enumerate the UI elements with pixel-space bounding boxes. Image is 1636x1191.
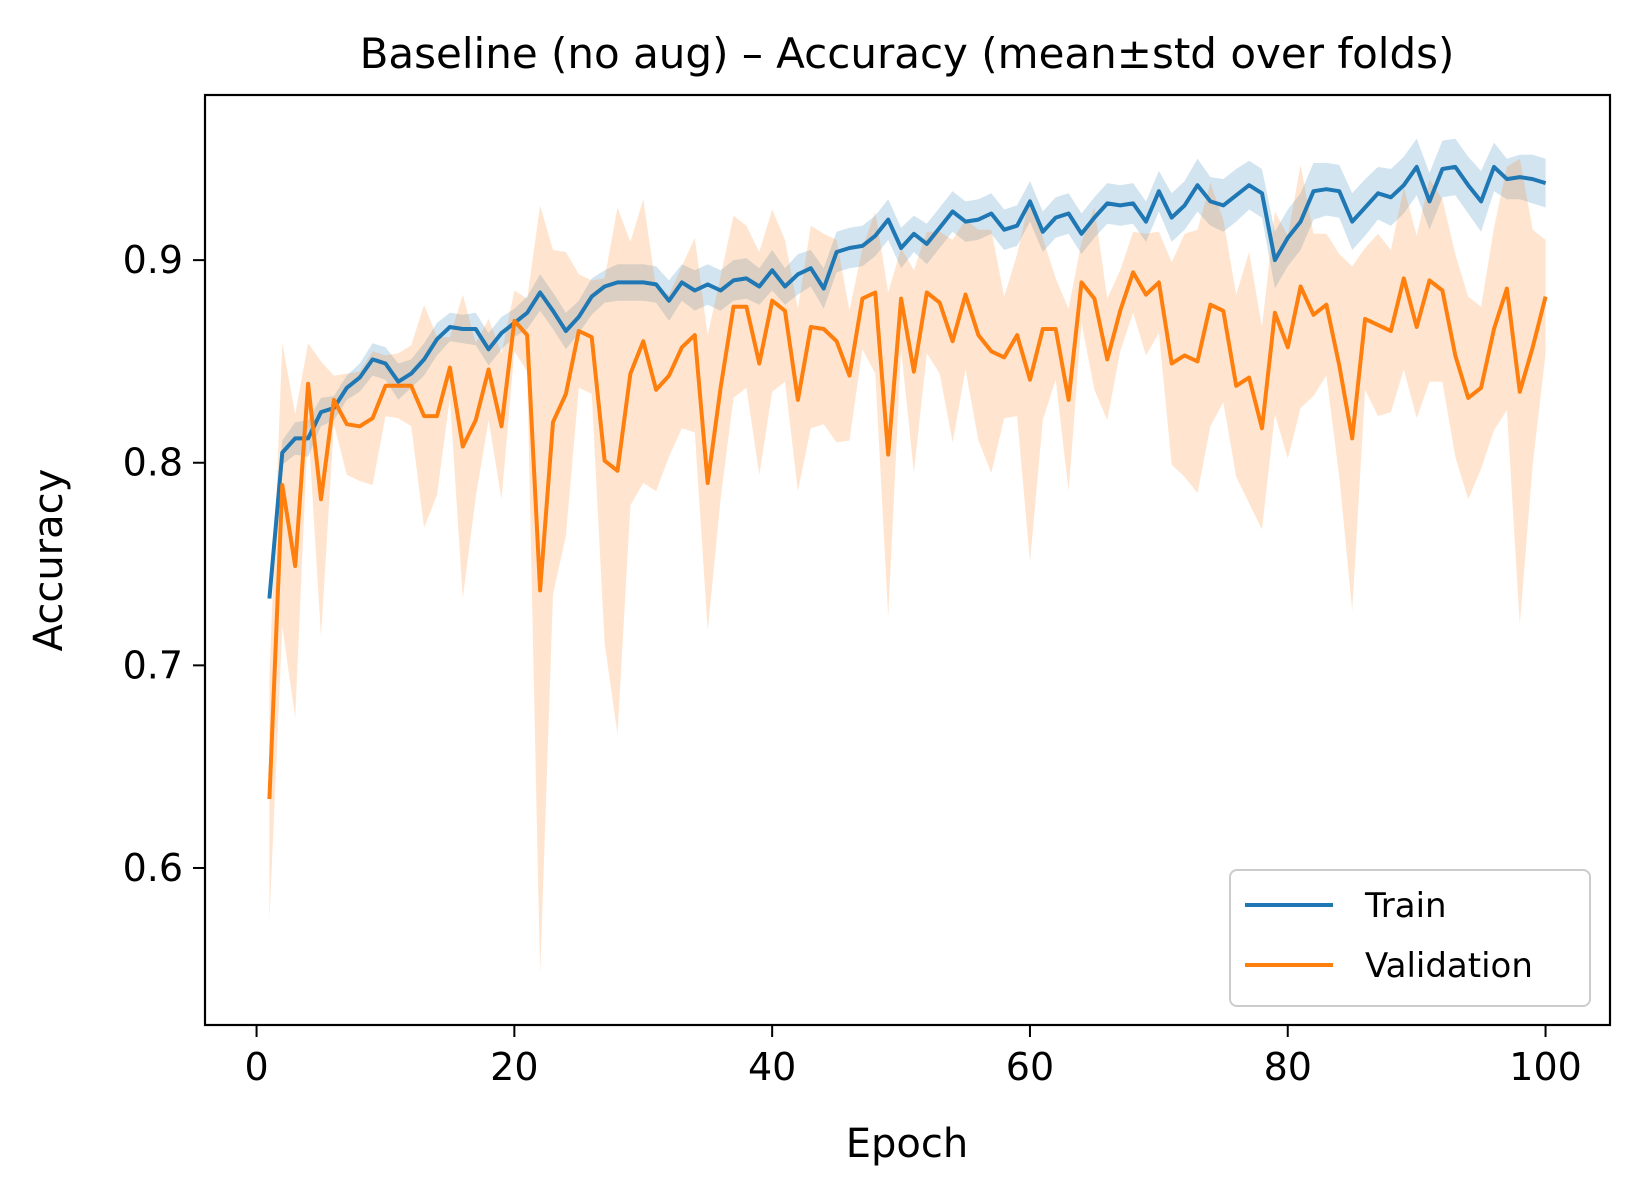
x-tick-label: 20 <box>490 1045 538 1089</box>
x-tick-label: 80 <box>1264 1045 1312 1089</box>
x-tick-label: 60 <box>1006 1045 1054 1089</box>
legend-label-train: Train <box>1364 886 1447 926</box>
plot-frame <box>203 93 1612 1027</box>
x-tick-label: 40 <box>748 1045 796 1089</box>
y-axis-ticks: 0.6 0.7 0.8 0.9 <box>123 238 205 890</box>
legend-label-validation: Validation <box>1365 946 1533 986</box>
x-tick-label: 0 <box>244 1045 268 1089</box>
validation-std-band <box>269 158 1546 976</box>
x-axis-label: Epoch <box>846 1121 968 1167</box>
std-bands <box>269 138 1546 976</box>
y-tick-label: 0.8 <box>123 441 183 485</box>
y-tick-label: 0.7 <box>123 643 183 687</box>
y-tick-label: 0.6 <box>123 846 183 890</box>
legend: Train Validation <box>1229 869 1591 1007</box>
mean-lines <box>267 164 1548 800</box>
train-std-band <box>269 138 1546 603</box>
x-axis-ticks: 0 20 40 60 80 100 <box>244 1025 1582 1089</box>
train-mean-line <box>267 164 1547 599</box>
chart-title: Baseline (no aug) – Accuracy (mean±std o… <box>360 29 1455 78</box>
validation-mean-line <box>267 270 1548 800</box>
x-tick-label: 100 <box>1509 1045 1582 1089</box>
y-tick-label: 0.9 <box>123 238 183 282</box>
y-axis-label: Accuracy <box>26 469 72 652</box>
